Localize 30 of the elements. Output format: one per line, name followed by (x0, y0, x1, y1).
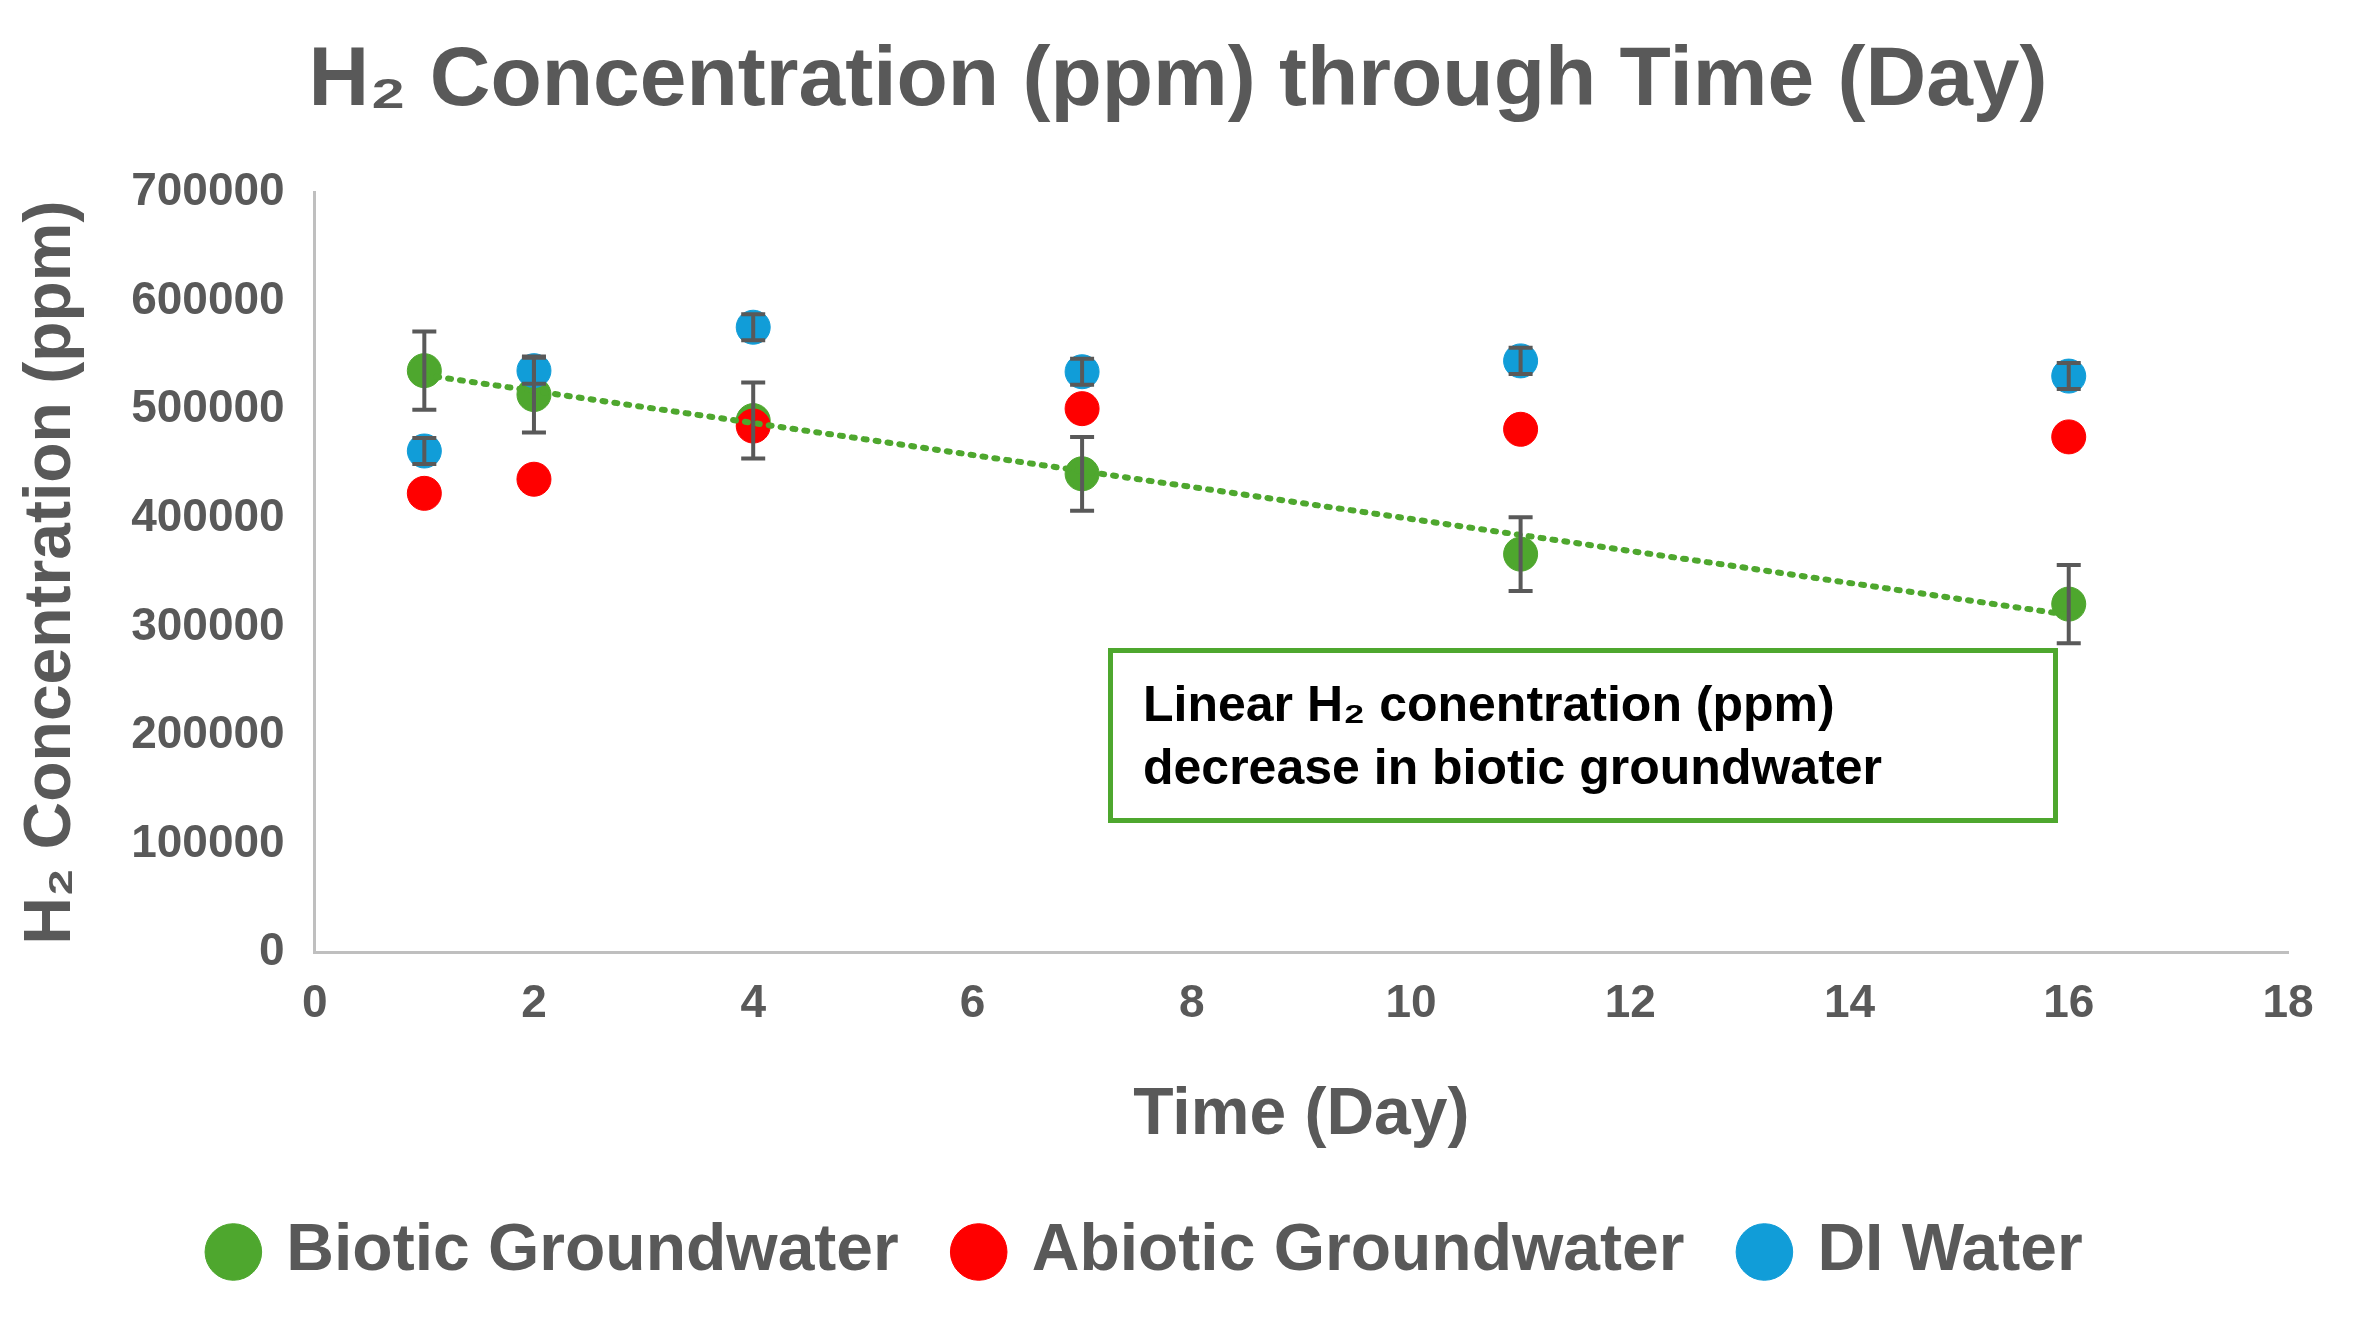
y-tick-label: 0 (259, 923, 285, 976)
point (516, 461, 552, 497)
x-tick-label: 16 (2043, 974, 2095, 1027)
y-tick-label: 400000 (131, 489, 285, 541)
legend-label: Biotic Groundwater (286, 1210, 899, 1285)
x-tick-label: 6 (959, 974, 986, 1027)
legend-label: Abiotic Groundwater (1031, 1210, 1685, 1285)
legend-label: DI Water (1817, 1210, 2083, 1285)
y-tick-label: 700000 (131, 163, 285, 216)
x-tick-label: 14 (1823, 974, 1876, 1027)
y-tick-label: 100000 (131, 814, 285, 867)
x-tick-label: 10 (1385, 974, 1437, 1027)
point (2051, 419, 2087, 455)
x-tick-label: 0 (301, 974, 328, 1027)
x-tick-label: 2 (521, 974, 547, 1027)
x-tick-label: 18 (2262, 974, 2314, 1027)
point (406, 475, 442, 511)
y-tick-label: 500000 (131, 380, 285, 433)
note-box: Linear H₂ conentration (ppm) decrease in biotic groundwater (1108, 648, 2058, 823)
x-tick-label: 4 (740, 974, 767, 1027)
y-tick-label: 600000 (131, 271, 285, 324)
chart-title: H₂ Concentration (ppm) through Time (Day) (307, 28, 2049, 125)
y-tick-label: 300000 (131, 597, 285, 650)
point (1064, 391, 1100, 427)
y-axis-title: H₂ Concentration (ppm) (9, 200, 84, 945)
x-axis-title: Time (Day) (1133, 1073, 1470, 1148)
x-tick-label: 12 (1604, 974, 1656, 1027)
point (1503, 411, 1539, 447)
x-tick-label: 8 (1178, 974, 1205, 1027)
y-tick-label: 200000 (131, 706, 285, 759)
